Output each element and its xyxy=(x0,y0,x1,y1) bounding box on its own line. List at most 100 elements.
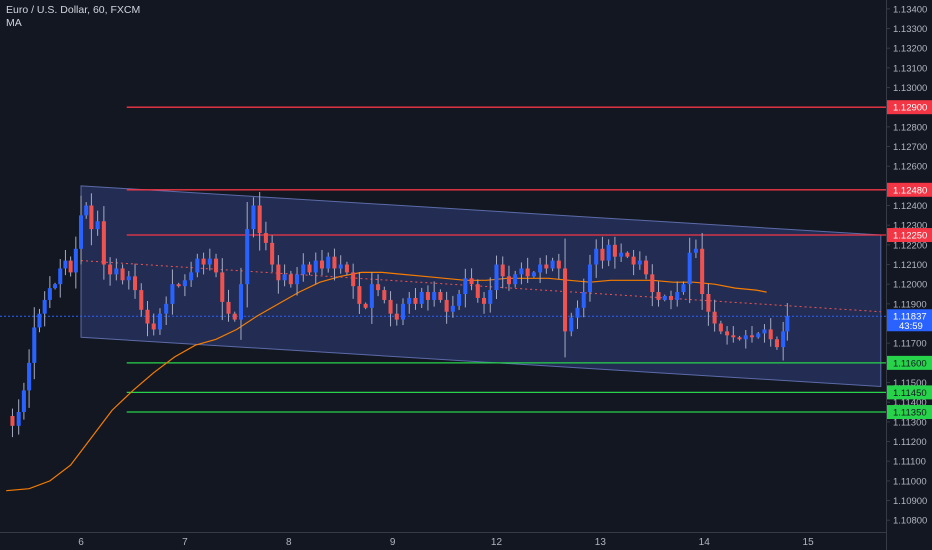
candle-bearish xyxy=(120,268,125,281)
candle-bullish xyxy=(182,280,187,287)
symbol-title[interactable]: Euro / U.S. Dollar, 60, FXCM xyxy=(6,4,141,16)
candle-bullish xyxy=(313,260,318,273)
candle-bullish xyxy=(606,244,611,261)
candle-bearish xyxy=(276,264,281,281)
candle-bullish xyxy=(419,292,424,304)
candle-bearish xyxy=(506,276,511,285)
price-tick-label: 1.11300 xyxy=(893,417,927,428)
candle-bullish xyxy=(662,295,667,300)
price-tick-label: 1.13300 xyxy=(893,24,927,35)
candle-bullish xyxy=(531,272,536,277)
time-tick-label: 13 xyxy=(595,537,607,548)
candle-bullish xyxy=(170,284,175,304)
price-tick-label: 1.12700 xyxy=(893,142,927,153)
candle-bullish xyxy=(463,278,468,295)
current-price-tag xyxy=(887,309,932,332)
price-tick-label: 1.11900 xyxy=(893,299,927,310)
candle-bearish xyxy=(500,264,505,277)
candle-bearish xyxy=(319,260,325,269)
bar-countdown: 43:59 xyxy=(899,321,923,332)
candle-bullish xyxy=(58,268,63,285)
current-price-label: 1.11837 xyxy=(893,312,927,323)
candle-bearish xyxy=(214,258,219,273)
candle-bearish xyxy=(307,264,312,273)
price-tick-label: 1.11500 xyxy=(893,378,927,389)
price-tag-label: 1.12250 xyxy=(893,231,927,242)
candle-bullish xyxy=(743,335,748,340)
candle-bearish xyxy=(201,258,206,265)
candle-bearish xyxy=(151,323,156,330)
price-tick-label: 1.13200 xyxy=(893,44,927,55)
indicator-label[interactable]: MA xyxy=(6,17,22,29)
price-tick-label: 1.13400 xyxy=(893,4,927,15)
time-tick-label: 9 xyxy=(390,537,396,548)
candle-bullish xyxy=(369,284,374,308)
candle-bearish xyxy=(376,284,381,291)
price-tick-label: 1.11200 xyxy=(893,437,927,448)
candle-bearish xyxy=(413,297,418,304)
candle-bearish xyxy=(363,303,368,308)
candle-bearish xyxy=(700,248,705,295)
candle-bearish xyxy=(644,260,649,275)
candle-bullish xyxy=(207,258,212,265)
candle-bearish xyxy=(101,221,106,265)
candle-bullish xyxy=(95,221,100,230)
price-tick-label: 1.12300 xyxy=(893,221,927,232)
time-tick-label: 14 xyxy=(699,537,711,548)
time-tick-label: 7 xyxy=(182,537,188,548)
candle-bullish xyxy=(400,303,406,320)
candle-bearish xyxy=(394,313,399,320)
candle-bearish xyxy=(725,331,730,336)
candle-bullish xyxy=(32,327,37,363)
price-tag-label: 1.11600 xyxy=(893,358,927,369)
candle-bullish xyxy=(513,274,518,285)
candle-bullish xyxy=(781,331,786,348)
candle-bullish xyxy=(37,313,42,328)
candle-bullish xyxy=(326,256,331,269)
candle-bullish xyxy=(450,305,455,312)
price-tag-resistance xyxy=(887,100,932,115)
candle-bearish xyxy=(288,274,293,285)
price-tick-label: 1.11100 xyxy=(893,457,926,468)
candle-bullish xyxy=(73,248,78,273)
price-tick-label: 1.10800 xyxy=(893,516,927,527)
candle-bearish xyxy=(544,264,549,269)
candle-bullish xyxy=(619,252,624,257)
candle-bullish xyxy=(407,297,412,304)
candle-bearish xyxy=(145,309,150,324)
candle-bullish xyxy=(457,294,462,306)
candle-bullish xyxy=(16,412,21,426)
candle-bullish xyxy=(27,362,32,391)
price-tag-support xyxy=(887,355,932,370)
candle-bearish xyxy=(475,284,480,298)
candle-bearish xyxy=(108,264,113,275)
price-tick-label: 1.12800 xyxy=(893,122,927,133)
price-tick-label: 1.12400 xyxy=(893,201,927,212)
candle-bullish xyxy=(238,284,244,320)
price-tick-label: 1.10900 xyxy=(893,496,927,507)
candle-bearish xyxy=(425,292,430,300)
candle-bearish xyxy=(469,278,474,285)
candle-bearish xyxy=(563,268,568,332)
price-tick-label: 1.11700 xyxy=(893,339,927,350)
candle-bullish xyxy=(53,284,58,289)
candle-bullish xyxy=(42,299,47,314)
candle-bearish xyxy=(625,252,630,257)
price-tick-label: 1.12100 xyxy=(893,260,927,271)
candle-bullish xyxy=(687,252,692,285)
price-tag-resistance xyxy=(887,182,932,197)
candle-bullish xyxy=(157,313,162,330)
candle-bearish xyxy=(388,299,393,314)
candle-bearish xyxy=(444,299,449,312)
price-tag-label: 1.11350 xyxy=(893,408,927,419)
candle-bearish xyxy=(89,205,94,230)
candle-bullish xyxy=(78,215,84,249)
candle-bearish xyxy=(176,284,181,287)
candle-bearish xyxy=(139,290,144,310)
candle-bearish xyxy=(774,339,779,348)
candle-bearish xyxy=(344,264,349,273)
time-tick-label: 15 xyxy=(803,537,815,548)
candle-bearish xyxy=(668,295,674,300)
